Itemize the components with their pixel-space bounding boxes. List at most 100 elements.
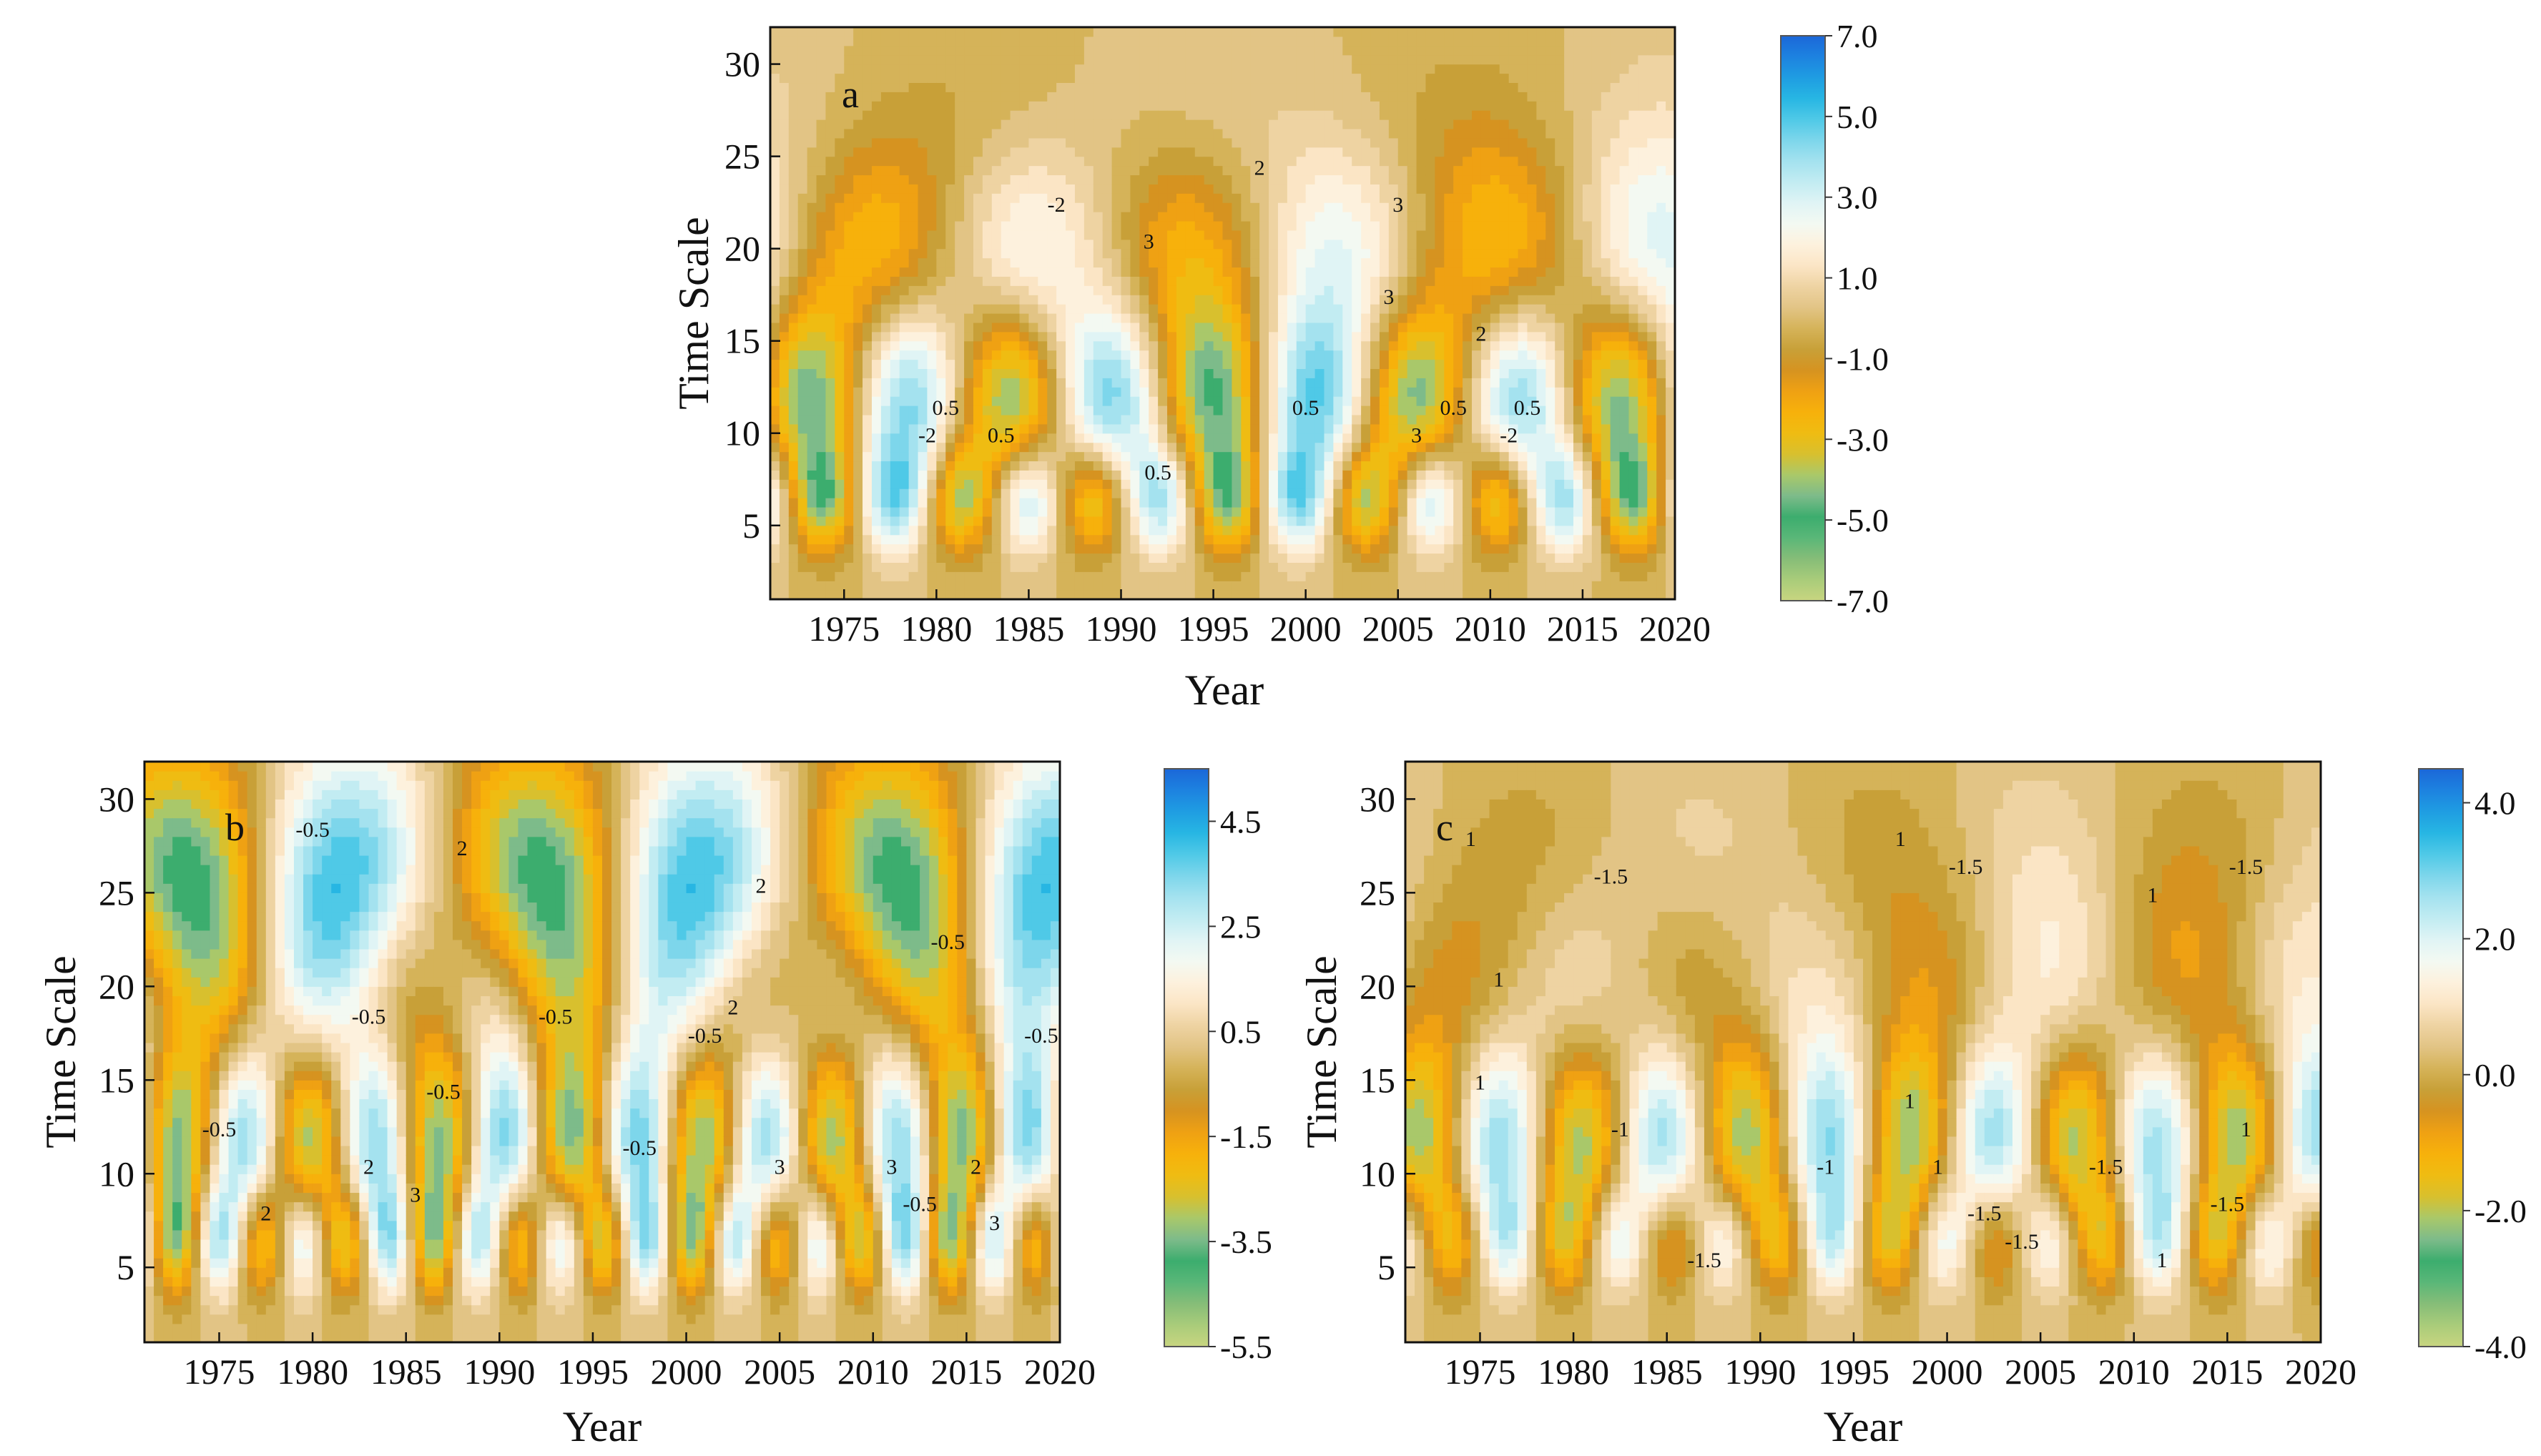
heatmap-cell	[1102, 174, 1113, 185]
heatmap-cell	[945, 295, 955, 305]
heatmap-cell	[1056, 276, 1066, 286]
heatmap-cell	[816, 433, 827, 443]
heatmap-cell	[880, 27, 891, 37]
heatmap-cell	[797, 304, 808, 314]
heatmap-cell	[973, 506, 983, 517]
heatmap-cell	[1453, 461, 1463, 471]
heatmap-cell	[1241, 248, 1251, 259]
heatmap-cell	[835, 220, 845, 231]
heatmap-cell	[1111, 276, 1122, 286]
heatmap-cell	[1250, 525, 1260, 536]
heatmap-cell	[853, 276, 863, 286]
heatmap-cell	[908, 368, 919, 378]
heatmap-cell	[927, 562, 937, 572]
heatmap-cell	[835, 525, 845, 536]
heatmap-cell	[1379, 378, 1390, 388]
heatmap-cell	[1444, 119, 1454, 129]
heatmap-cell	[825, 92, 835, 102]
heatmap-cell	[936, 451, 946, 462]
heatmap-cell	[1139, 184, 1149, 194]
heatmap-cell	[1167, 506, 1177, 517]
heatmap-cell	[1001, 36, 1011, 46]
heatmap-cell	[1250, 543, 1260, 554]
heatmap-cell	[1444, 350, 1454, 360]
heatmap-cell	[1093, 248, 1104, 259]
heatmap-cell	[1435, 137, 1445, 148]
heatmap-cell	[1167, 350, 1177, 360]
heatmap-cell	[1111, 433, 1122, 443]
heatmap-cell	[1361, 64, 1371, 74]
heatmap-cell	[890, 405, 900, 415]
heatmap-cell	[779, 368, 790, 378]
heatmap-cell	[1277, 571, 1288, 581]
heatmap-cell	[871, 359, 882, 370]
heatmap-cell	[945, 202, 955, 212]
heatmap-cell	[1435, 571, 1445, 581]
heatmap-cell	[1038, 461, 1048, 471]
heatmap-cell	[1305, 534, 1316, 545]
heatmap-cell	[880, 461, 891, 471]
heatmap-cell	[1167, 110, 1177, 120]
heatmap-cell	[797, 331, 808, 342]
heatmap-cell	[1388, 101, 1399, 111]
heatmap-cell	[1093, 470, 1104, 480]
heatmap-cell	[880, 331, 891, 342]
heatmap-cell	[1213, 359, 1224, 370]
heatmap-cell	[880, 257, 891, 268]
heatmap-cell	[1435, 73, 1445, 84]
heatmap-cell	[1222, 119, 1233, 129]
heatmap-cell	[844, 479, 854, 489]
heatmap-cell	[1001, 396, 1011, 406]
heatmap-cell	[1425, 304, 1435, 314]
heatmap-cell	[899, 322, 910, 333]
heatmap-cell	[1074, 119, 1085, 129]
heatmap-cell	[991, 101, 1002, 111]
heatmap-cell	[862, 285, 873, 295]
heatmap-cell	[1277, 267, 1288, 277]
heatmap-cell	[835, 470, 845, 480]
heatmap-cell	[1472, 220, 1482, 231]
heatmap-cell	[1361, 506, 1371, 517]
heatmap-cell	[964, 110, 974, 120]
heatmap-cell	[1342, 128, 1352, 139]
heatmap-cell	[779, 562, 790, 572]
heatmap-cell	[844, 581, 854, 591]
heatmap-cell	[945, 82, 955, 92]
heatmap-cell	[1287, 543, 1297, 554]
heatmap-cell	[871, 119, 882, 129]
heatmap-cell	[1324, 590, 1334, 599]
heatmap-cell	[1269, 165, 1279, 176]
heatmap-cell	[1102, 470, 1113, 480]
heatmap-cell	[918, 156, 928, 167]
heatmap-cell	[1241, 359, 1251, 370]
heatmap-cell	[1269, 128, 1279, 139]
heatmap-cell	[899, 54, 910, 65]
heatmap-cell	[835, 230, 845, 240]
heatmap-cell	[880, 285, 891, 295]
heatmap-cell	[1361, 239, 1371, 250]
heatmap-cell	[1397, 239, 1408, 250]
heatmap-cell	[899, 590, 910, 599]
heatmap-cell	[1093, 498, 1104, 508]
heatmap-cell	[1397, 45, 1408, 56]
heatmap-cell	[770, 516, 780, 526]
heatmap-cell	[1407, 267, 1417, 277]
heatmap-cell	[1056, 82, 1066, 92]
heatmap-cell	[1425, 128, 1435, 139]
heatmap-cell	[1397, 220, 1408, 231]
heatmap-cell	[1028, 414, 1038, 425]
heatmap-cell	[899, 156, 910, 167]
heatmap-cell	[1066, 64, 1076, 74]
heatmap-cell	[1083, 488, 1094, 498]
heatmap-cell	[936, 295, 946, 305]
heatmap-cell	[1444, 165, 1454, 176]
heatmap-cell	[1397, 156, 1408, 167]
heatmap-cell	[1167, 423, 1177, 434]
heatmap-cell	[862, 405, 873, 415]
heatmap-cell	[1185, 562, 1196, 572]
heatmap-cell	[1019, 230, 1030, 240]
heatmap-cell	[1379, 193, 1390, 203]
heatmap-cell	[1010, 451, 1021, 462]
heatmap-cell	[1333, 230, 1343, 240]
heatmap-cell	[1352, 340, 1362, 351]
